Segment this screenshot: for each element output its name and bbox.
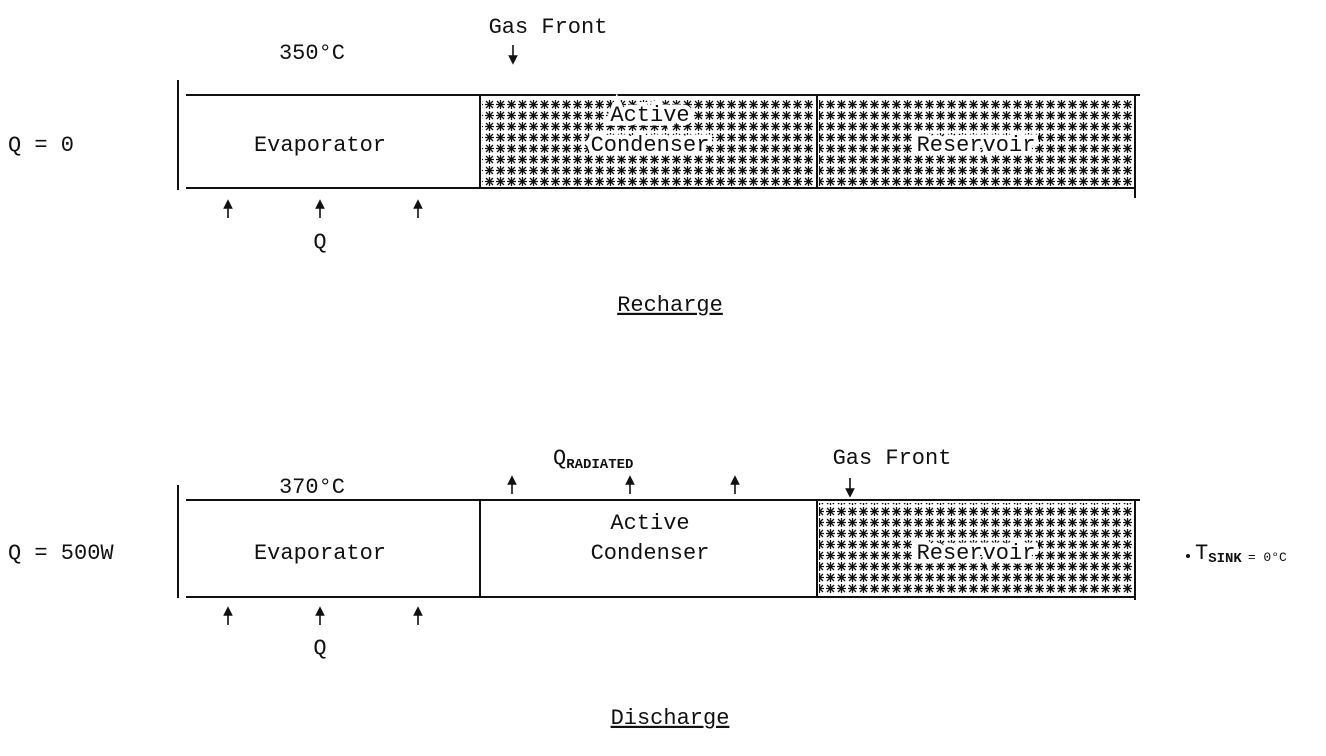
- reservoir-label: Reservoir: [917, 541, 1036, 566]
- q-label: Q: [313, 636, 326, 661]
- radiated-label: QRADIATED: [553, 446, 633, 473]
- discharge-panel: QRADIATED Gas Front 370°C Q = 500W Evapo…: [8, 446, 1287, 731]
- evaporator-label: Evaporator: [254, 133, 386, 158]
- reservoir-label: Reservoir: [917, 133, 1036, 158]
- condenser-label: Condenser: [591, 133, 710, 158]
- caption: Discharge: [611, 706, 730, 731]
- pipe-outline: [177, 80, 1140, 198]
- condenser-label: Active: [610, 103, 689, 128]
- heat-input: Q = 0: [8, 133, 74, 158]
- evaporator-label: Evaporator: [254, 541, 386, 566]
- q-label: Q: [313, 230, 326, 255]
- gas-front-label: Gas Front: [833, 446, 952, 471]
- symbol: Q: [553, 446, 566, 471]
- reservoir-hatch: [819, 98, 1134, 186]
- condenser-label: Active: [610, 511, 689, 536]
- condenser-label: Condenser: [591, 541, 710, 566]
- temperature: 370°C: [279, 475, 345, 500]
- reservoir-hatch: [819, 503, 1134, 595]
- temperature: 350°C: [279, 41, 345, 66]
- sink-dot: [1186, 554, 1190, 558]
- symbol: T: [1195, 541, 1208, 566]
- value: = 0°C: [1248, 550, 1287, 565]
- gas-front-label: Gas Front: [489, 15, 608, 40]
- caption: Recharge: [617, 293, 723, 318]
- subscript: RADIATED: [566, 457, 633, 473]
- heat-input: Q = 500W: [8, 541, 114, 566]
- condenser-hatch: [482, 98, 815, 186]
- sink-label: TSINK = 0°C: [1195, 541, 1287, 567]
- recharge-panel: Gas Front 350°C Q = 0 Evaporator Active …: [8, 15, 1140, 318]
- pipe-outline: [177, 485, 1140, 600]
- subscript: SINK: [1208, 551, 1242, 567]
